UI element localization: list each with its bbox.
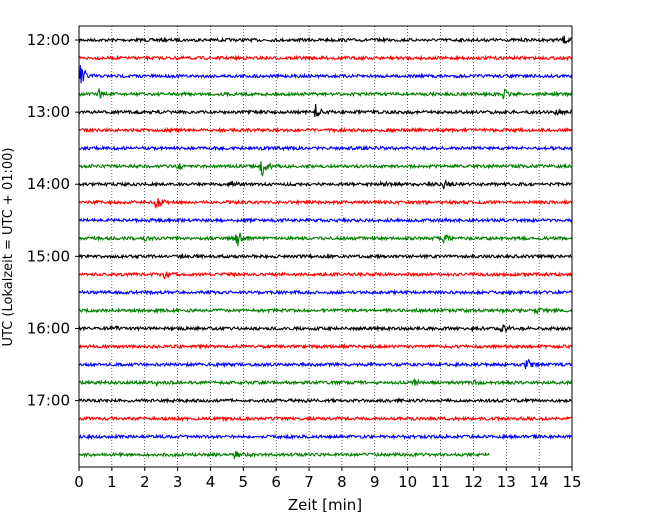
x-tick-label: 0 <box>74 473 84 491</box>
trace-1330 <box>78 144 573 152</box>
trace-1645 <box>78 377 573 387</box>
x-tick-label: 5 <box>239 473 249 491</box>
x-tick-label: 4 <box>206 473 216 491</box>
x-tick-label: 3 <box>173 473 183 491</box>
x-tick-label: 9 <box>370 473 380 491</box>
trace-1745 <box>78 450 490 461</box>
x-tick-label: 6 <box>271 473 281 491</box>
x-tick-label: 11 <box>431 473 450 491</box>
trace-1730 <box>78 433 573 441</box>
trace-1200 <box>78 35 573 44</box>
y-tick-label: 13:00 <box>27 103 70 121</box>
trace-1445 <box>78 232 573 247</box>
trace-1230 <box>78 65 573 84</box>
trace-1300 <box>78 103 573 118</box>
trace-1415 <box>78 198 573 209</box>
x-tick-label: 10 <box>398 473 417 491</box>
trace-1315 <box>78 126 573 134</box>
x-tick-label: 2 <box>140 473 150 491</box>
trace-1215 <box>78 54 573 62</box>
trace-1515 <box>78 271 573 280</box>
x-tick-label: 12 <box>464 473 483 491</box>
x-axis-label: Zeit [min] <box>288 496 362 514</box>
plot-frame <box>78 25 573 468</box>
trace-1715 <box>78 415 572 423</box>
y-tick-label: 17:00 <box>27 392 70 410</box>
trace-1430 <box>78 216 573 224</box>
y-axis-label: UTC (Lokalzeit = UTC + 01:00) <box>1 148 16 347</box>
y-tick-label: 12:00 <box>27 31 70 49</box>
x-tick-label: 1 <box>107 473 117 491</box>
trace-1400 <box>78 178 572 190</box>
x-tick-label: 7 <box>304 473 314 491</box>
y-tick-label: 14:00 <box>27 175 70 193</box>
trace-1530 <box>78 289 573 296</box>
x-tick-label: 15 <box>562 473 581 491</box>
seismogram-traces <box>78 35 573 461</box>
y-tick-label: 15:00 <box>27 247 70 265</box>
trace-1545 <box>78 306 573 315</box>
trace-1630 <box>78 358 573 370</box>
trace-1345 <box>78 161 573 177</box>
x-axis-ticks: 0 1 2 3 4 5 6 7 8 9 10 11 12 13 14 15 <box>74 467 582 491</box>
trace-1600 <box>78 323 573 334</box>
x-tick-label: 14 <box>530 473 549 491</box>
x-tick-label: 13 <box>497 473 516 491</box>
trace-1615 <box>78 342 573 351</box>
y-axis-ticks: 12:00 13:00 14:00 15:00 16:00 17:00 <box>27 31 79 410</box>
y-tick-label: 16:00 <box>27 319 70 337</box>
x-tick-label: 8 <box>337 473 347 491</box>
trace-1245 <box>78 88 573 100</box>
trace-1500 <box>78 252 573 260</box>
trace-1700 <box>78 397 572 405</box>
